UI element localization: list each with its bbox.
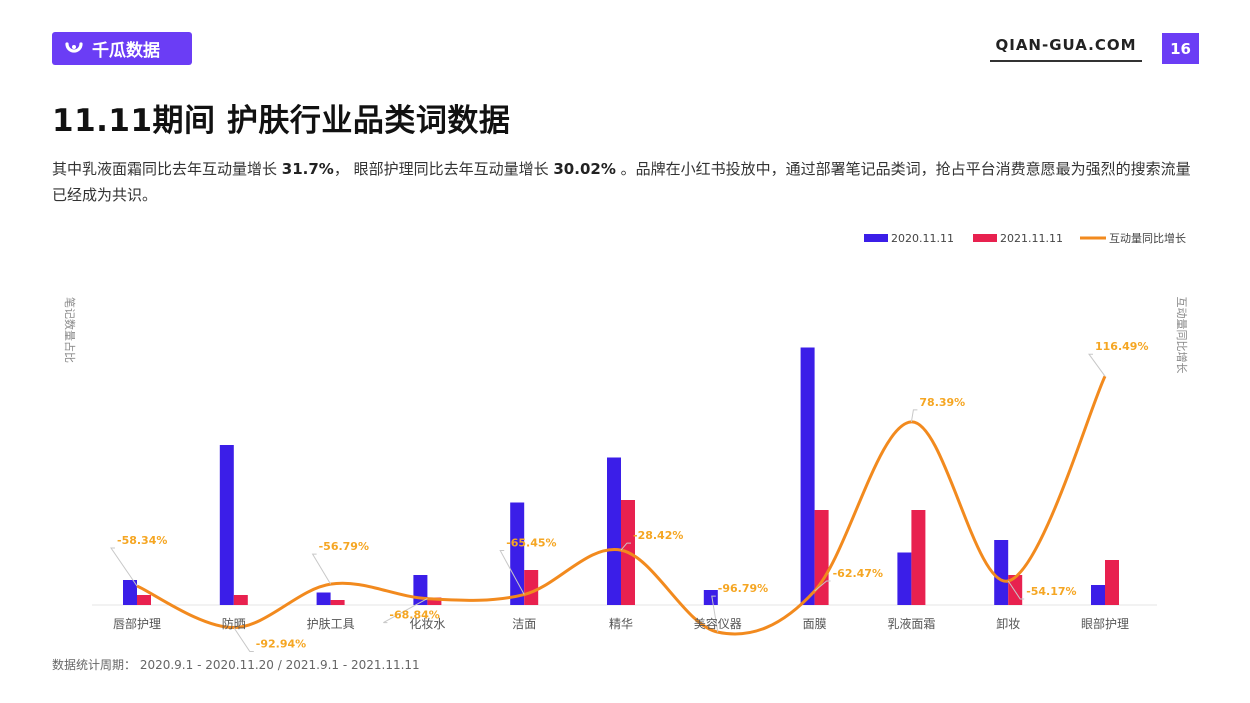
label-leader-6 xyxy=(711,595,719,633)
legend-swatch-2020 xyxy=(864,234,888,242)
bar-2020-7 xyxy=(800,347,815,605)
growth-label-5: -28.42% xyxy=(633,529,683,542)
growth-label-10: 116.49% xyxy=(1095,340,1148,353)
growth-label-1: -92.94% xyxy=(256,638,306,651)
legend-label-2020: 2020.11.11 xyxy=(891,232,954,245)
label-leader-1 xyxy=(233,627,254,653)
growth-label-4: -65.45% xyxy=(506,537,556,550)
logo-text: 千瓜数据 xyxy=(92,41,160,61)
bar-2020-2 xyxy=(316,592,331,605)
bar-2020-8 xyxy=(897,552,912,605)
category-label-10: 眼部护理 xyxy=(1081,616,1129,631)
right-axis-title: 互动量同比增长 xyxy=(1175,297,1189,374)
growth-label-8: 78.39% xyxy=(919,396,965,409)
bar-2020-10 xyxy=(1091,585,1105,605)
bar-2020-1 xyxy=(219,445,234,605)
category-label-8: 乳液面霜 xyxy=(887,616,935,631)
legend-label-2021: 2021.11.11 xyxy=(1000,232,1063,245)
category-label-6: 美容仪器 xyxy=(694,616,742,631)
label-leader-5 xyxy=(620,542,631,551)
bar-2021-4 xyxy=(524,570,539,605)
site-url: QIAN-GUA.COM xyxy=(990,36,1142,62)
bar-2020-9 xyxy=(994,540,1009,605)
bar-2020-5 xyxy=(607,457,621,605)
bar-2021-10 xyxy=(1105,560,1119,605)
description-part-2: ， 眼部护理同比去年互动量增长 xyxy=(333,160,554,178)
bar-2021-7 xyxy=(814,510,829,605)
bar-2020-3 xyxy=(413,575,428,605)
label-leader-8 xyxy=(910,409,918,423)
qiangua-logo-icon xyxy=(65,41,83,53)
category-label-7: 面膜 xyxy=(803,617,827,631)
growth-line xyxy=(136,375,1107,636)
page-number: 16 xyxy=(1162,33,1199,64)
page-title: 11.11期间 护肤行业品类词数据 xyxy=(52,103,511,139)
label-leader-3 xyxy=(383,598,428,624)
category-label-3: 化妆水 xyxy=(409,617,445,631)
data-period-note: 数据统计周期： 2020.9.1 - 2020.11.20 / 2021.9.1… xyxy=(52,658,420,672)
legend-label-line: 互动量同比增长 xyxy=(1109,231,1186,245)
category-label-2: 护肤工具 xyxy=(307,616,355,631)
description-value-1: 31.7% xyxy=(281,160,334,178)
growth-label-2: -56.79% xyxy=(319,540,369,553)
growth-label-0: -58.34% xyxy=(117,534,167,547)
bar-2020-6 xyxy=(703,590,718,605)
legend-swatch-2021 xyxy=(973,234,997,242)
bar-2021-1 xyxy=(233,595,248,605)
bar-2020-4 xyxy=(510,502,525,605)
qiangua-logo: 千瓜数据 xyxy=(52,32,192,65)
description-value-2: 30.02% xyxy=(553,160,616,178)
label-leader-7 xyxy=(814,580,831,592)
page-description: 其中乳液面霜同比去年互动量增长 31.7%， 眼部护理同比去年互动量增长 30.… xyxy=(52,156,1202,208)
category-label-1: 防晒 xyxy=(222,616,246,631)
label-leader-0 xyxy=(110,547,138,587)
growth-label-7: -62.47% xyxy=(833,567,883,580)
growth-label-6: -96.79% xyxy=(718,582,768,595)
bar-2021-3 xyxy=(427,597,442,605)
label-leader-10 xyxy=(1088,353,1106,377)
bar-2021-0 xyxy=(137,595,151,605)
bar-2020-0 xyxy=(123,580,137,605)
label-leader-4 xyxy=(499,550,525,595)
growth-label-9: -54.17% xyxy=(1026,585,1076,598)
category-label-5: 精华 xyxy=(609,617,633,631)
category-label-0: 唇部护理 xyxy=(113,616,161,631)
description-part-3: 。品牌在小红书投放中，通过部署笔记品类词，抢占平台消费意愿最为强烈的搜索流量已经… xyxy=(52,160,1191,204)
category-label-9: 卸妆 xyxy=(996,616,1020,631)
left-axis-title: 笔记数量占比 xyxy=(63,297,77,363)
label-leader-2 xyxy=(311,553,332,585)
label-leader-9 xyxy=(1007,580,1025,600)
bar-2021-8 xyxy=(911,510,926,605)
description-part-1: 其中乳液面霜同比去年互动量增长 xyxy=(52,160,282,178)
growth-label-3: -68.84% xyxy=(389,609,439,622)
bar-2021-2 xyxy=(330,600,345,605)
category-label-4: 洁面 xyxy=(512,617,536,631)
